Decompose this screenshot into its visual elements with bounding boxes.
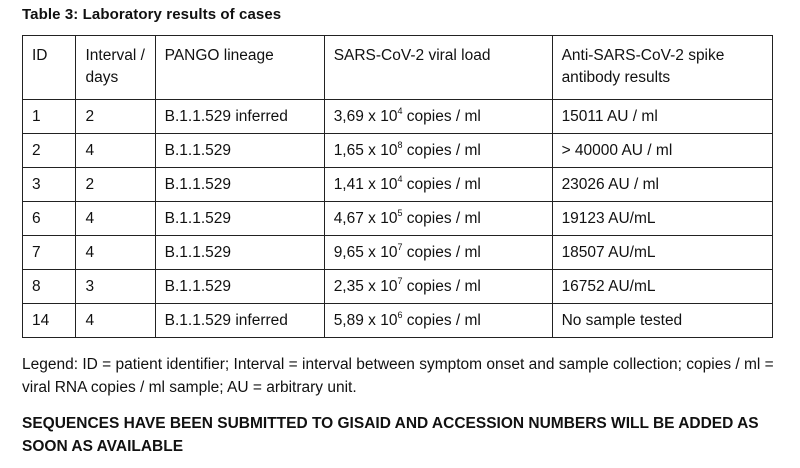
table-row: 14 4 B.1.1.529 inferred 5,89 x 106 copies /… (21, 303, 774, 338)
cell-interval: 4 (75, 303, 156, 338)
cell-interval: 2 (75, 99, 156, 134)
viral-load-mantissa: 5,89 x 10 (333, 312, 398, 329)
cell-antibody: 16752 AU/mL (551, 269, 774, 304)
table-row: 1 2 B.1.1.529 inferred 3,69 x 104 copies / … (21, 99, 774, 134)
cell-id: 8 (21, 269, 77, 304)
cell-id: 14 (21, 303, 77, 338)
table-caption: Table 3: Laboratory results of cases (22, 6, 282, 23)
cell-id: 1 (21, 99, 77, 134)
cell-lineage: B.1.1.529 inferred (154, 99, 325, 134)
cell-id: 2 (21, 133, 77, 168)
cell-lineage: B.1.1.529 (154, 201, 325, 236)
cell-id: 3 (21, 167, 77, 202)
cell-viral-load: 3,69 x 104 copies / ml (323, 99, 553, 134)
table-row: 6 4 B.1.1.529 4,67 x 105 copies / ml 19123 A… (21, 201, 774, 236)
cell-antibody: 18507 AU/mL (551, 235, 774, 270)
viral-load-unit: copies / ml (402, 244, 481, 261)
viral-load-exponent: 7 (397, 241, 403, 252)
cell-antibody: > 40000 AU / ml (551, 133, 774, 168)
cell-antibody: No sample tested (551, 303, 774, 338)
viral-load-unit: copies / ml (402, 176, 481, 193)
cell-id: 7 (21, 235, 77, 270)
cell-lineage: B.1.1.529 (154, 269, 325, 304)
cell-interval: 4 (75, 133, 156, 168)
table-legend: Legend: ID = patient identifier; Interva… (22, 356, 774, 396)
table-header-row: ID Interval / days PANGO lineage SARS-Co… (21, 35, 774, 100)
cell-lineage: B.1.1.529 (154, 167, 325, 202)
header-interval: Interval / days (75, 35, 156, 100)
cell-viral-load: 5,89 x 106 copies / ml (323, 303, 553, 338)
cell-viral-load: 1,41 x 104 copies / ml (323, 167, 553, 202)
cell-antibody: 19123 AU/mL (551, 201, 774, 236)
table-row: 7 4 B.1.1.529 9,65 x 107 copies / ml 18507 A… (21, 235, 774, 270)
viral-load-mantissa: 3,69 x 10 (333, 108, 398, 125)
header-id: ID (21, 35, 77, 100)
viral-load-unit: copies / ml (402, 108, 481, 125)
cell-viral-load: 2,35 x 107 copies / ml (323, 269, 553, 304)
header-lineage: PANGO lineage (154, 35, 325, 100)
viral-load-unit: copies / ml (402, 312, 481, 329)
table-row: 8 3 B.1.1.529 2,35 x 107 copies / ml 16752 A… (21, 269, 774, 304)
cell-antibody: 15011 AU / ml (551, 99, 774, 134)
viral-load-exponent: 8 (397, 139, 403, 150)
viral-load-unit: copies / ml (402, 142, 481, 159)
viral-load-exponent: 7 (397, 275, 403, 286)
viral-load-exponent: 4 (397, 105, 403, 116)
viral-load-exponent: 6 (397, 309, 403, 320)
viral-load-exponent: 4 (397, 173, 403, 184)
viral-load-unit: copies / ml (402, 278, 481, 295)
viral-load-exponent: 5 (397, 207, 403, 218)
cell-viral-load: 4,67 x 105 copies / ml (323, 201, 553, 236)
lab-results-table: ID Interval / days PANGO lineage SARS-Co… (21, 35, 774, 338)
cell-id: 6 (21, 201, 77, 236)
cell-interval: 4 (75, 235, 156, 270)
cell-lineage: B.1.1.529 (154, 235, 325, 270)
cell-lineage: B.1.1.529 (154, 133, 325, 168)
table-row: 2 4 B.1.1.529 1,65 x 108 copies / ml > 40000… (21, 133, 774, 168)
header-viral-load: SARS-CoV-2 viral load (323, 35, 553, 100)
cell-interval: 2 (75, 167, 156, 202)
viral-load-mantissa: 4,67 x 10 (333, 210, 398, 227)
cell-interval: 3 (75, 269, 156, 304)
cell-antibody: 23026 AU / ml (551, 167, 774, 202)
cell-viral-load: 1,65 x 108 copies / ml (323, 133, 553, 168)
table-row: 3 2 B.1.1.529 1,41 x 104 copies / ml 23026 A… (21, 167, 774, 202)
submission-note: SEQUENCES HAVE BEEN SUBMITTED TO GISAID … (22, 415, 759, 455)
viral-load-mantissa: 2,35 x 10 (333, 278, 398, 295)
viral-load-mantissa: 9,65 x 10 (333, 244, 398, 261)
viral-load-mantissa: 1,65 x 10 (333, 142, 398, 159)
header-antibody: Anti-SARS-CoV-2 spike antibody results (551, 35, 774, 100)
cell-lineage: B.1.1.529 inferred (154, 303, 325, 338)
cell-interval: 4 (75, 201, 156, 236)
viral-load-unit: copies / ml (402, 210, 481, 227)
cell-viral-load: 9,65 x 107 copies / ml (323, 235, 553, 270)
viral-load-mantissa: 1,41 x 10 (333, 176, 398, 193)
